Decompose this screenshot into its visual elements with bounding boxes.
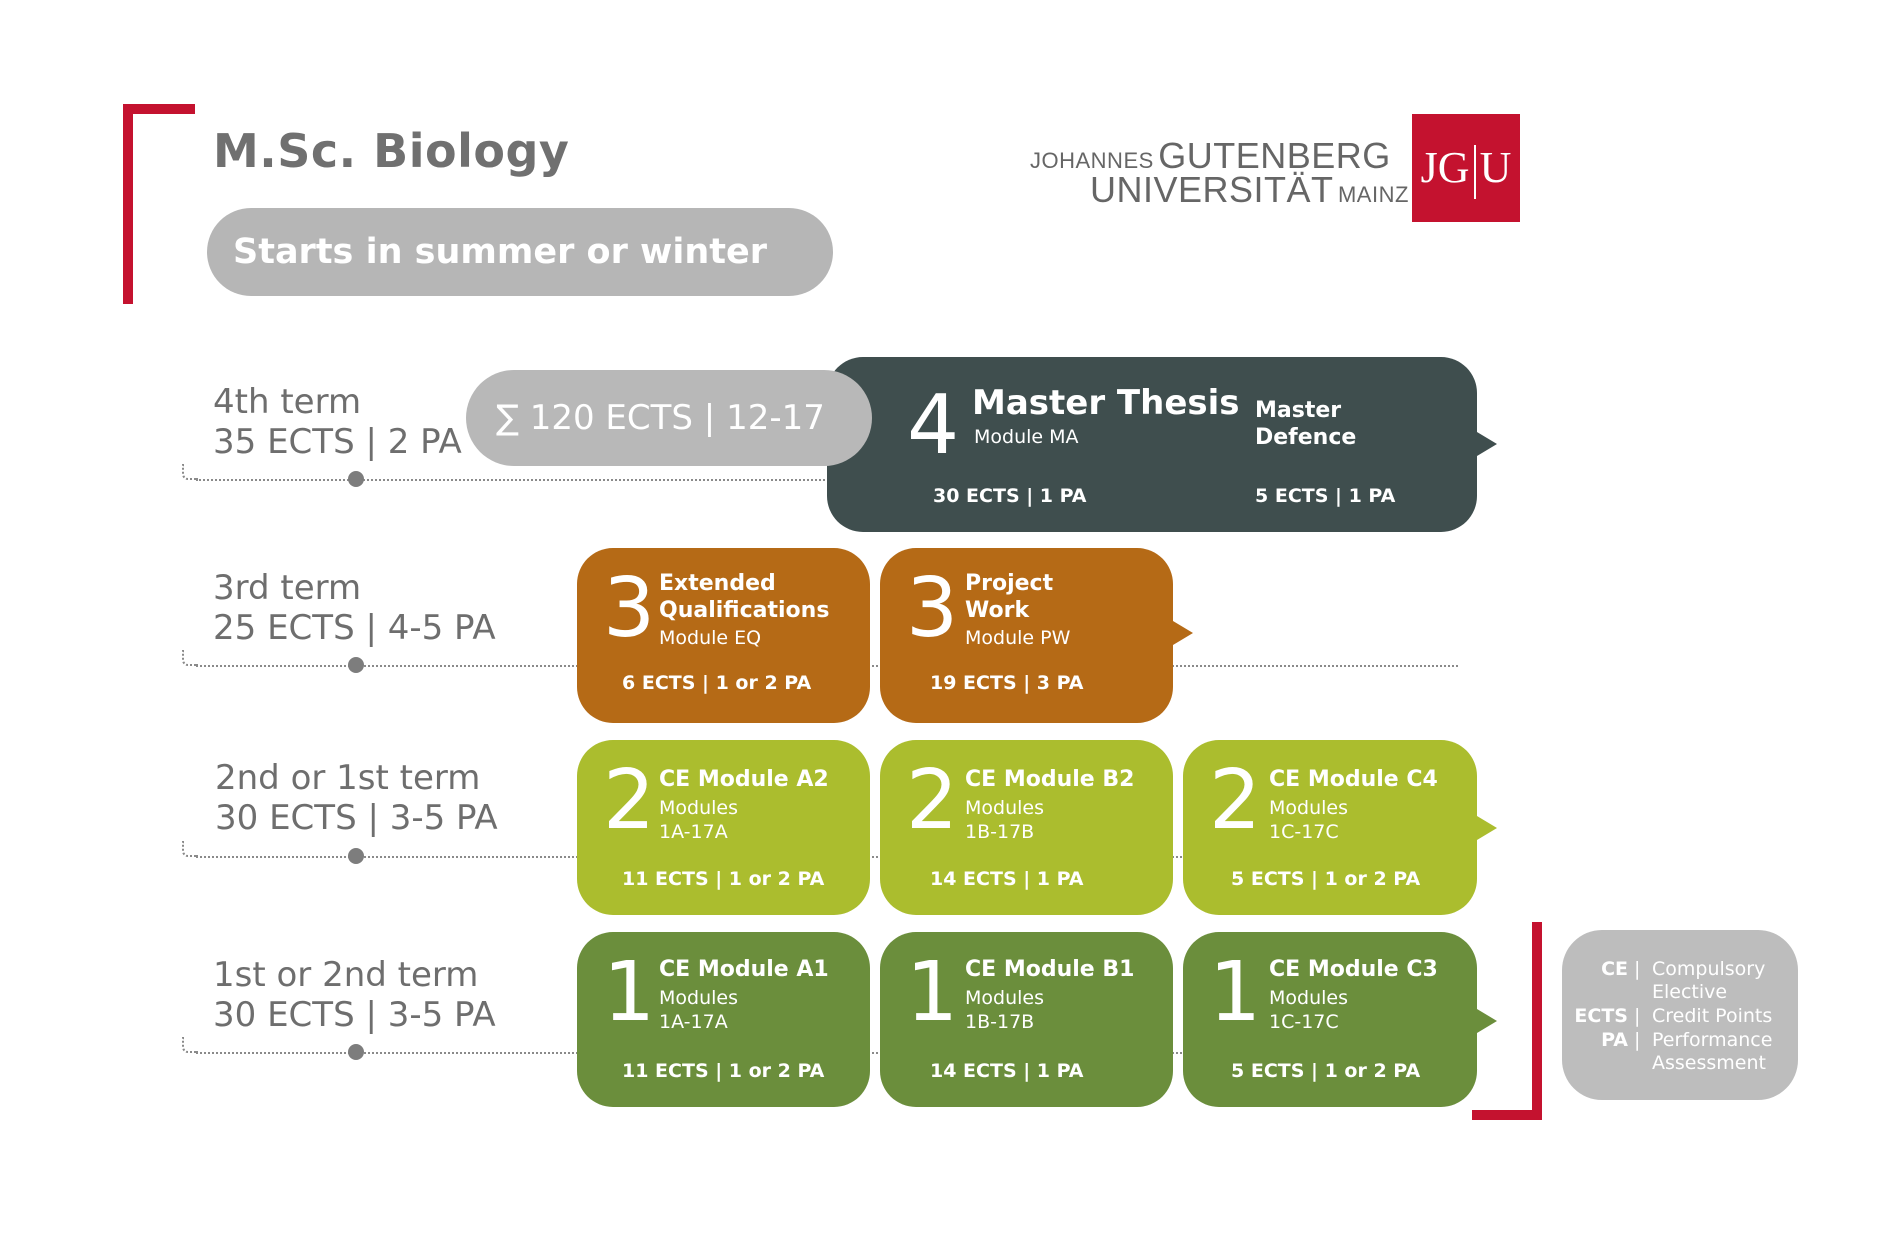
timeline-dot [348,471,364,487]
timeline-tick [182,841,198,857]
module-number: 3 [906,561,959,656]
module-sub: Module PW [965,627,1071,649]
corner-bracket-bottom-right [1472,922,1542,1120]
module-ects: 14 ECTS | 1 PA [930,868,1084,890]
module-name: CE Module C4 [1269,767,1438,792]
module-name: CE Module B1 [965,957,1135,982]
module-ects: 5 ECTS | 1 or 2 PA [1231,1060,1421,1082]
module-name: CE Module C3 [1269,957,1438,982]
term-label-2: 2nd or 1st term 30 ECTS | 3-5 PA [215,758,498,838]
module-ce-c3: 1 CE Module C3 Modules 1C-17C 5 ECTS | 1 … [1183,932,1477,1107]
module-ects: 11 ECTS | 1 or 2 PA [622,1060,825,1082]
module-number: 2 [1209,753,1262,848]
timeline-tick [182,464,198,480]
module-ects: 30 ECTS | 1 PA [933,485,1087,507]
module-sub: Modules 1A-17A [659,987,738,1033]
corner-bracket-top-left [123,104,195,304]
module-name: CE Module A2 [659,767,829,792]
timeline-dot [348,657,364,673]
legend-box: CE | Compulsory Elective ECTS | Credit P… [1562,930,1798,1100]
module-sub: Modules 1C-17C [1269,797,1348,843]
module-name: Extended Qualifications [659,571,830,623]
module-sub: Modules 1B-17B [965,987,1044,1033]
timeline-line [196,479,836,481]
module-master-thesis: 4 Master Thesis Module MA 30 ECTS | 1 PA… [827,357,1477,532]
module-number: 1 [906,945,959,1040]
timeline-tick [182,1037,198,1053]
timeline-dot [348,1044,364,1060]
term-label-3: 3rd term 25 ECTS | 4-5 PA [213,568,496,648]
module-ects: 14 ECTS | 1 PA [930,1060,1084,1082]
module-number: 4 [907,378,960,473]
university-logo: JG U [1412,114,1520,222]
module-number: 2 [906,753,959,848]
module-sub: Modules 1B-17B [965,797,1044,843]
timeline-tick [182,650,198,666]
term-label-1: 1st or 2nd term 30 ECTS | 3-5 PA [213,955,496,1035]
module-ects: 11 ECTS | 1 or 2 PA [622,868,825,890]
module-ce-b1: 1 CE Module B1 Modules 1B-17B 14 ECTS | 1… [880,932,1173,1107]
module-ce-a2: 2 CE Module A2 Modules 1A-17A 11 ECTS | 1… [577,740,870,915]
timeline-dot [348,848,364,864]
module-name: Project Work [965,571,1054,623]
arrow-right-icon [1477,816,1497,840]
defence-ects: 5 ECTS | 1 PA [1255,485,1396,507]
module-ce-b2: 2 CE Module B2 Modules 1B-17B 14 ECTS | 1… [880,740,1173,915]
total-ects-pill: ∑ 120 ECTS | 12-17 PA [466,370,872,534]
module-ects: 6 ECTS | 1 or 2 PA [622,672,812,694]
module-sub: Modules 1C-17C [1269,987,1348,1033]
module-project-work: 3 Project Work Module PW 19 ECTS | 3 PA [880,548,1173,723]
page-title: M.Sc. Biology [213,124,570,178]
module-ce-a1: 1 CE Module A1 Modules 1A-17A 11 ECTS | 1… [577,932,870,1107]
module-name: CE Module B2 [965,767,1135,792]
arrow-right-icon [1477,432,1497,456]
arrow-right-icon [1477,1009,1497,1033]
module-number: 2 [603,753,656,848]
module-ects: 19 ECTS | 3 PA [930,672,1084,694]
arrow-right-icon [1173,621,1193,645]
module-sub: Module EQ [659,627,762,649]
module-ce-c4: 2 CE Module C4 Modules 1C-17C 5 ECTS | 1 … [1183,740,1477,915]
module-sub: Modules 1A-17A [659,797,738,843]
module-name: Master Thesis [972,383,1240,423]
term-label-4: 4th term 35 ECTS | 2 PA [213,382,462,462]
university-wordmark: JOHANNES GUTENBERG UNIVERSITÄT MAINZ [1030,135,1409,210]
module-sub: Module MA [974,426,1079,448]
module-extended-qualifications: 3 Extended Qualifications Module EQ 6 ECT… [577,548,870,723]
module-number: 3 [603,561,656,656]
module-number: 1 [1209,945,1262,1040]
start-note: Starts in summer or winter term [207,208,833,360]
module-number: 1 [603,945,656,1040]
defence-name: Master Defence [1255,398,1357,450]
module-ects: 5 ECTS | 1 or 2 PA [1231,868,1421,890]
module-name: CE Module A1 [659,957,829,982]
